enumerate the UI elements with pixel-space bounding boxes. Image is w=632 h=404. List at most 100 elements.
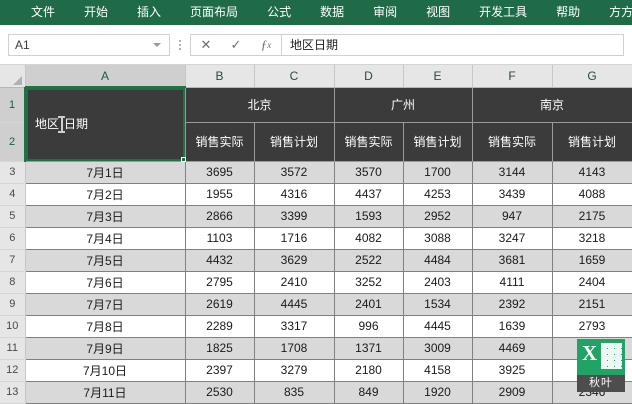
cell-value[interactable]: 849 bbox=[334, 381, 404, 404]
cell-date[interactable]: 7月9日 bbox=[25, 337, 186, 360]
cell-value[interactable]: 1716 bbox=[254, 227, 335, 250]
cell-value[interactable]: 3317 bbox=[254, 315, 335, 338]
cell-value[interactable]: 2175 bbox=[552, 205, 632, 228]
cell-value[interactable]: 4469 bbox=[472, 337, 553, 360]
cell-value[interactable]: 4111 bbox=[472, 271, 553, 294]
cell-value[interactable]: 4445 bbox=[254, 293, 335, 316]
column-header-b[interactable]: B bbox=[185, 65, 255, 88]
cell-value[interactable]: 3629 bbox=[254, 249, 335, 272]
cell-date[interactable]: 7月4日 bbox=[25, 227, 186, 250]
cell-value[interactable]: 1825 bbox=[185, 337, 255, 360]
column-header-c[interactable]: C bbox=[254, 65, 335, 88]
cell-date[interactable]: 7月10日 bbox=[25, 359, 186, 382]
ribbon-tab-developer[interactable]: 开发工具 bbox=[479, 5, 528, 19]
cell-value[interactable]: 2401 bbox=[334, 293, 404, 316]
cell-value[interactable]: 3218 bbox=[552, 227, 632, 250]
chevron-down-icon[interactable] bbox=[153, 42, 161, 47]
ribbon-tab-view[interactable]: 视图 bbox=[426, 5, 451, 19]
cell-value[interactable]: 2866 bbox=[185, 205, 255, 228]
cell-value[interactable]: 2952 bbox=[403, 205, 473, 228]
cell-value[interactable]: 3009 bbox=[403, 337, 473, 360]
ribbon-tab-home[interactable]: 开始 bbox=[84, 5, 109, 19]
row-header-3[interactable]: 3 bbox=[0, 161, 26, 184]
cell-date[interactable]: 7月11日 bbox=[25, 381, 186, 404]
cell-value[interactable]: 3144 bbox=[472, 161, 553, 184]
cell-date[interactable]: 7月2日 bbox=[25, 183, 186, 206]
cell-value[interactable]: 4082 bbox=[334, 227, 404, 250]
check-icon[interactable]: ✓ bbox=[230, 36, 242, 52]
cell-date[interactable]: 7月8日 bbox=[25, 315, 186, 338]
select-all-corner[interactable] bbox=[0, 65, 26, 88]
cell-value[interactable]: 2530 bbox=[185, 381, 255, 404]
cell-value[interactable]: 3088 bbox=[403, 227, 473, 250]
cell-date[interactable]: 7月5日 bbox=[25, 249, 186, 272]
cell-value[interactable] bbox=[552, 359, 632, 382]
ribbon-tab-fanfangezi[interactable]: 方方格子 bbox=[609, 5, 632, 19]
cell-value[interactable]: 2410 bbox=[254, 271, 335, 294]
cell-value[interactable]: 947 bbox=[472, 205, 553, 228]
cell-value[interactable]: 996 bbox=[334, 315, 404, 338]
cell-value[interactable]: 3439 bbox=[472, 183, 553, 206]
fill-handle[interactable] bbox=[180, 156, 186, 162]
cell-value[interactable]: 2346 bbox=[552, 381, 632, 404]
cell-value[interactable]: 2522 bbox=[334, 249, 404, 272]
column-header-f[interactable]: F bbox=[472, 65, 553, 88]
row-header-10[interactable]: 10 bbox=[0, 315, 26, 338]
cell-value[interactable]: 4143 bbox=[552, 161, 632, 184]
cell-value[interactable]: 2909 bbox=[472, 381, 553, 404]
row-header-4[interactable]: 4 bbox=[0, 183, 26, 206]
name-box[interactable]: A1 bbox=[8, 33, 170, 56]
row-header-2[interactable]: 2 bbox=[0, 122, 26, 162]
row-header-9[interactable]: 9 bbox=[0, 293, 26, 316]
cell-value[interactable]: 3681 bbox=[472, 249, 553, 272]
column-header-a[interactable]: A bbox=[25, 65, 186, 88]
ribbon-tab-formulas[interactable]: 公式 bbox=[267, 5, 292, 19]
cell-date[interactable]: 7月1日 bbox=[25, 161, 186, 184]
cell-value[interactable]: 4432 bbox=[185, 249, 255, 272]
cell-value[interactable]: 2403 bbox=[403, 271, 473, 294]
cell-value[interactable]: 4158 bbox=[403, 359, 473, 382]
cell-value[interactable]: 3279 bbox=[254, 359, 335, 382]
cell-value[interactable]: 1700 bbox=[403, 161, 473, 184]
cell-value[interactable]: 4316 bbox=[254, 183, 335, 206]
cell-value[interactable]: 1659 bbox=[552, 249, 632, 272]
cell-date[interactable]: 7月3日 bbox=[25, 205, 186, 228]
cell-date[interactable]: 7月6日 bbox=[25, 271, 186, 294]
ribbon-tab-data[interactable]: 数据 bbox=[320, 5, 345, 19]
cell-value[interactable]: 835 bbox=[254, 381, 335, 404]
ribbon-tab-page-layout[interactable]: 页面布局 bbox=[190, 5, 239, 19]
cell-value[interactable]: 3399 bbox=[254, 205, 335, 228]
cell-value[interactable] bbox=[552, 337, 632, 360]
close-icon[interactable]: ✕ bbox=[200, 36, 212, 52]
cell-value[interactable]: 3570 bbox=[334, 161, 404, 184]
cell-value[interactable]: 2289 bbox=[185, 315, 255, 338]
ribbon-tab-insert[interactable]: 插入 bbox=[137, 5, 162, 19]
cell-value[interactable]: 2397 bbox=[185, 359, 255, 382]
cell-value[interactable]: 1371 bbox=[334, 337, 404, 360]
cell-value[interactable]: 3695 bbox=[185, 161, 255, 184]
cell-value[interactable]: 2151 bbox=[552, 293, 632, 316]
cell-value[interactable]: 1534 bbox=[403, 293, 473, 316]
formula-input[interactable]: 地区日期 bbox=[281, 33, 624, 56]
row-header-6[interactable]: 6 bbox=[0, 227, 26, 250]
cell-value[interactable]: 4088 bbox=[552, 183, 632, 206]
cell-value[interactable]: 1920 bbox=[403, 381, 473, 404]
cell-value[interactable]: 4437 bbox=[334, 183, 404, 206]
row-header-5[interactable]: 5 bbox=[0, 205, 26, 228]
cell-date[interactable]: 7月7日 bbox=[25, 293, 186, 316]
cell-value[interactable]: 1103 bbox=[185, 227, 255, 250]
column-header-d[interactable]: D bbox=[334, 65, 404, 88]
ribbon-tab-help[interactable]: 帮助 bbox=[556, 5, 581, 19]
cell-value[interactable]: 1593 bbox=[334, 205, 404, 228]
cell-value[interactable]: 4484 bbox=[403, 249, 473, 272]
cell-value[interactable]: 4445 bbox=[403, 315, 473, 338]
row-header-12[interactable]: 12 bbox=[0, 359, 26, 382]
ribbon-tab-file[interactable]: 文件 bbox=[31, 5, 56, 19]
cell-value[interactable]: 2793 bbox=[552, 315, 632, 338]
row-header-7[interactable]: 7 bbox=[0, 249, 26, 272]
cell-value[interactable]: 3247 bbox=[472, 227, 553, 250]
spreadsheet-grid[interactable]: A B C D E F G 1 地区 日期 北京 广州 南京 bbox=[0, 65, 632, 404]
cell-value[interactable]: 3572 bbox=[254, 161, 335, 184]
cell-value[interactable]: 2392 bbox=[472, 293, 553, 316]
